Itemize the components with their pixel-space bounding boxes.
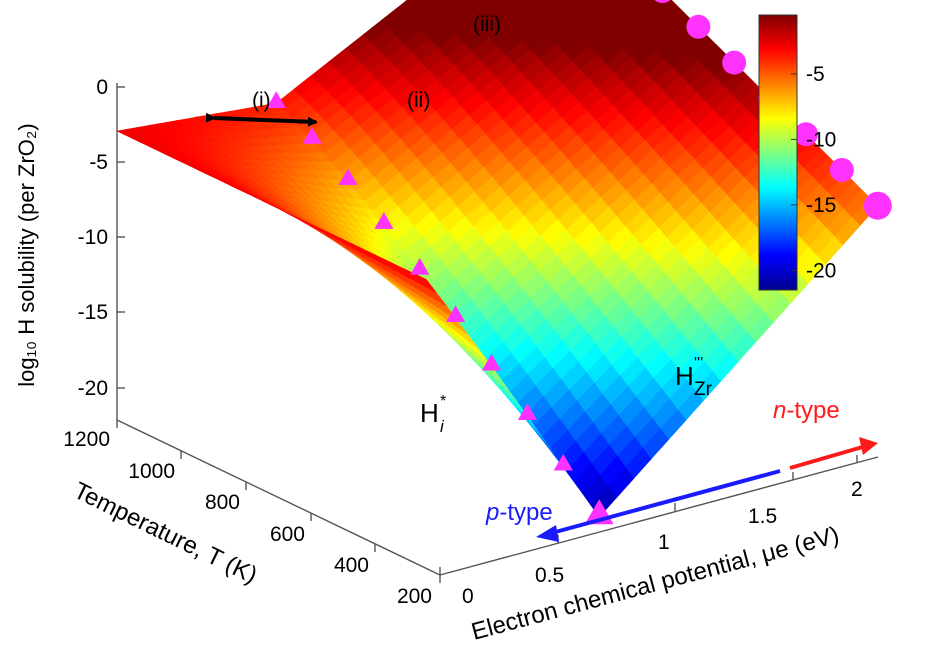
sphere-marker <box>722 50 747 75</box>
sphere-marker <box>654 0 671 3</box>
label-sup: * <box>440 393 446 410</box>
p-type-arrowhead <box>536 525 559 542</box>
z-tick-label: -15 <box>78 301 108 324</box>
surface-patch <box>641 0 665 12</box>
z-tick-label: -20 <box>78 377 108 400</box>
cone-marker <box>481 353 502 371</box>
cone-marker <box>374 212 394 229</box>
annotation-i: (i) <box>205 89 318 127</box>
t-tick-labels: 1200 1000 800 600 400 200 <box>63 428 432 608</box>
cone-marker <box>517 403 537 420</box>
doping-arrows: p-type n-type <box>485 397 878 542</box>
label-sub: Zr <box>694 379 713 400</box>
surface-patch <box>456 0 481 13</box>
surface-patch <box>453 0 463 4</box>
annotation-label-ii: (ii) <box>407 89 430 112</box>
n-type-arrowhead <box>859 437 878 455</box>
t-tick-label: 800 <box>205 491 240 514</box>
sphere-marker <box>863 191 892 220</box>
surface-patch <box>549 0 574 13</box>
t-tick-label: 200 <box>397 585 432 608</box>
t-tick-label: 600 <box>270 523 305 546</box>
p-type-label: p-type <box>485 499 553 526</box>
surface-patch <box>423 0 444 10</box>
t-tick-label: 1200 <box>63 428 110 451</box>
annotation-label-i: (i) <box>252 89 271 112</box>
mu-tick-label: 0.5 <box>535 564 564 587</box>
colorbar-tick-label: -5 <box>806 63 825 86</box>
interstitial-label: H * i <box>420 393 446 436</box>
label-base: H <box>675 361 694 391</box>
sphere-marker <box>829 158 854 182</box>
surface-patch <box>484 0 500 7</box>
cone-marker <box>410 257 430 275</box>
colorbar-tick-label: -15 <box>806 194 836 217</box>
mu-tick-label: 1 <box>658 531 670 554</box>
mu-tick-label: 0 <box>462 585 474 608</box>
t-axis-line <box>116 419 441 576</box>
cone-marker <box>553 453 573 471</box>
surface-patch <box>608 0 629 10</box>
cone-marker <box>446 305 466 322</box>
surface-patch <box>639 0 647 4</box>
mu-axis-label: Electron chemical potential, μe (eV) <box>469 522 842 646</box>
sphere-marker <box>686 14 711 39</box>
surface-patch <box>576 0 593 8</box>
t-tick-label: 400 <box>334 554 369 577</box>
mu-tick-labels: 0 0.5 1 1.5 2 <box>462 478 863 608</box>
label-sup: ''' <box>694 355 703 372</box>
n-type-label: n-type <box>773 397 840 424</box>
label-base: H <box>420 398 439 428</box>
substitutional-label: H ''' Zr <box>675 355 713 400</box>
surface-patch <box>515 0 537 10</box>
colorbar-tick-label: -20 <box>806 259 836 282</box>
p-type-arrow <box>547 469 781 536</box>
colorbar: -5 -10 -15 -20 <box>758 14 836 291</box>
n-type-arrow <box>789 444 867 470</box>
label-sub: i <box>440 417 445 436</box>
surface-patch <box>545 0 556 5</box>
t-axis-ticks <box>116 420 441 583</box>
z-tick-label: 0 <box>96 76 108 99</box>
z-tick-label: -5 <box>89 151 108 174</box>
cone-marker <box>302 127 322 144</box>
z-tick-labels: 0 -5 -10 -15 -20 <box>78 76 108 400</box>
cone-marker <box>338 168 358 185</box>
mu-tick-label: 1.5 <box>748 505 777 528</box>
sphere-marker <box>794 122 818 147</box>
mu-axis-line <box>439 456 879 576</box>
annotation-label-iii: (iii) <box>473 13 501 36</box>
cone-marker <box>266 91 286 108</box>
t-tick-label: 1000 <box>128 460 175 483</box>
colorbar-gradient <box>758 14 798 291</box>
z-axis-label: log₁₀ H solubility (per ZrO₂) <box>14 123 39 386</box>
double-arrow <box>205 112 318 127</box>
z-axis-ticks <box>117 86 125 389</box>
mu-tick-label: 2 <box>851 478 863 501</box>
colorbar-tick-label: -10 <box>806 128 836 151</box>
axes-frame <box>116 83 879 576</box>
z-tick-label: -10 <box>78 226 108 249</box>
colorbar-ticks: -5 -10 -15 -20 <box>791 63 836 282</box>
